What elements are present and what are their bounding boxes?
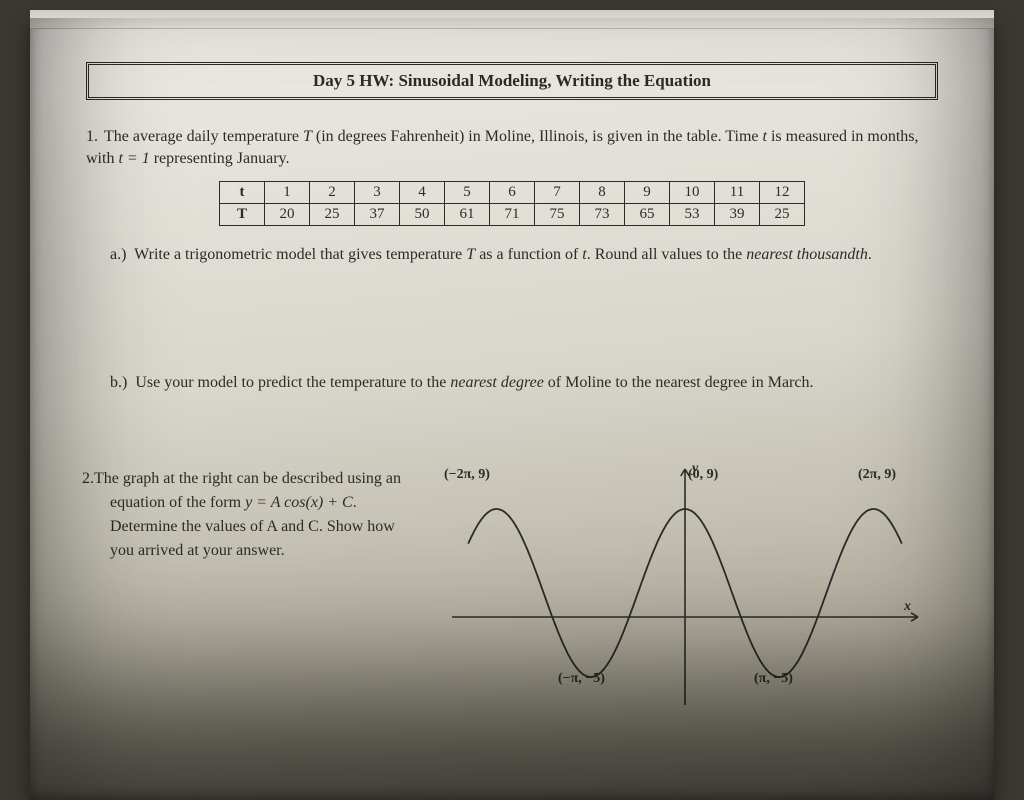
table-cell: 65 (625, 203, 670, 225)
part-label: a.) (110, 246, 126, 263)
table-cell: 2 (310, 181, 355, 203)
table-cell: 8 (580, 181, 625, 203)
question-1: 1.The average daily temperature T (in de… (86, 126, 938, 171)
point-label: (π, −5) (754, 671, 793, 687)
cosine-graph-svg (450, 467, 920, 707)
q2-graph: (−2π, 9) (0, 9) (2π, 9) (−π, −5) (π, −5)… (450, 467, 942, 707)
table-head-t: t (220, 181, 265, 203)
temperature-table: t 1 2 3 4 5 6 7 8 9 10 11 12 T 20 25 37 … (219, 181, 805, 226)
table-cell: 9 (625, 181, 670, 203)
table-cell: 25 (310, 203, 355, 225)
table-cell: 10 (670, 181, 715, 203)
table-cell: 12 (760, 181, 805, 203)
q1-part-a: a.) Write a trigonometric model that giv… (110, 244, 938, 266)
table-cell: 37 (355, 203, 400, 225)
point-label: (2π, 9) (858, 467, 896, 483)
question-2: 2.The graph at the right can be describe… (82, 467, 942, 707)
table-head-T: T (220, 203, 265, 225)
part-label: b.) (110, 374, 127, 391)
worksheet-page: Day 5 HW: Sinusoidal Modeling, Writing t… (30, 18, 994, 800)
q1-text: The average daily temperature T (in degr… (86, 128, 919, 167)
table-cell: 20 (265, 203, 310, 225)
point-label: (−2π, 9) (444, 467, 490, 483)
table-cell: 7 (535, 181, 580, 203)
table-cell: 75 (535, 203, 580, 225)
q1-number: 1. (86, 126, 104, 148)
workspace (82, 310, 942, 354)
table-row: T 20 25 37 50 61 71 75 73 65 53 39 25 (220, 203, 805, 225)
table-row: t 1 2 3 4 5 6 7 8 9 10 11 12 (220, 181, 805, 203)
q2-number: 2. (82, 470, 94, 487)
table-cell: 71 (490, 203, 535, 225)
table-cell: 25 (760, 203, 805, 225)
table-cell: 61 (445, 203, 490, 225)
table-cell: 50 (400, 203, 445, 225)
table-cell: 11 (715, 181, 760, 203)
q1-part-b: b.) Use your model to predict the temper… (110, 372, 938, 394)
table-cell: 3 (355, 181, 400, 203)
point-label: (−π, −5) (558, 671, 605, 687)
table-cell: 39 (715, 203, 760, 225)
table-cell: 1 (265, 181, 310, 203)
workspace (82, 395, 942, 439)
axis-label-y: y (692, 461, 698, 477)
q2-text: 2.The graph at the right can be describe… (82, 467, 442, 707)
table-cell: 53 (670, 203, 715, 225)
table-cell: 4 (400, 181, 445, 203)
workspace (82, 266, 942, 310)
table-cell: 73 (580, 203, 625, 225)
axis-label-x: x (904, 599, 911, 615)
table-cell: 5 (445, 181, 490, 203)
page-title: Day 5 HW: Sinusoidal Modeling, Writing t… (86, 62, 938, 100)
table-cell: 6 (490, 181, 535, 203)
